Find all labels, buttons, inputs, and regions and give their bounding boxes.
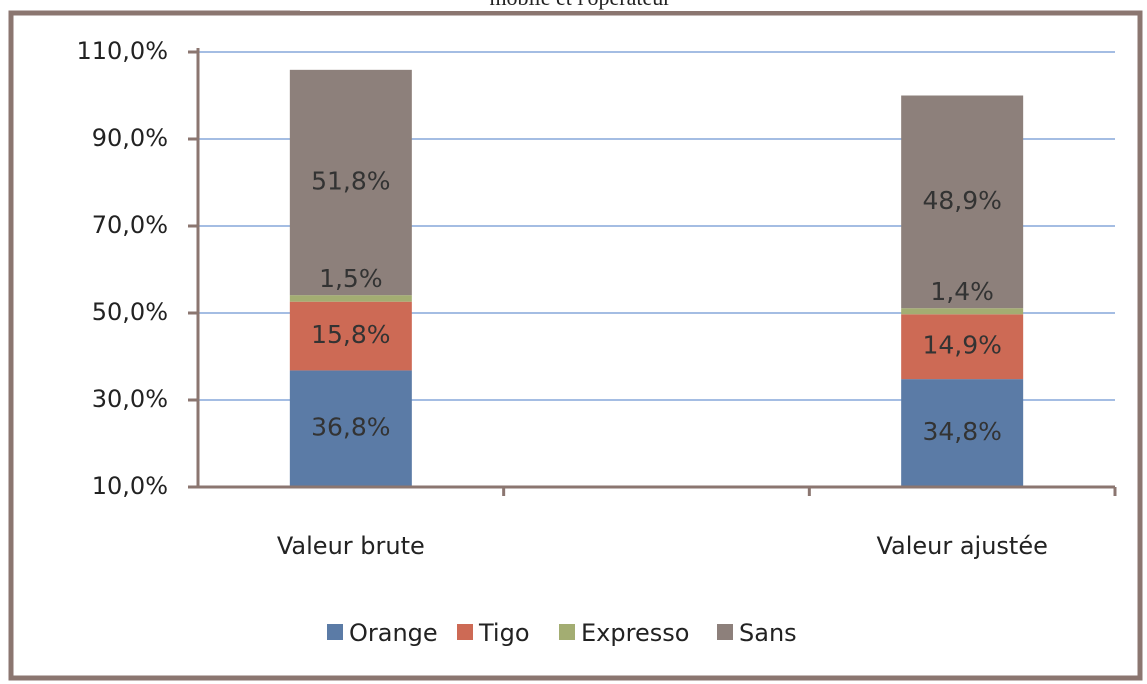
y-tick-label: 50,0% [92, 298, 168, 326]
legend-swatch [327, 624, 343, 640]
legend-swatch [717, 624, 733, 640]
legend-label: Sans [739, 619, 797, 647]
y-tick-label: 10,0% [92, 472, 168, 500]
data-label: 51,8% [311, 167, 390, 196]
bar-segment [901, 314, 1024, 380]
chart-frame [8, 10, 1143, 681]
bar-segment [901, 379, 1024, 487]
y-tick-label: 70,0% [92, 211, 168, 239]
data-label: 48,9% [922, 186, 1001, 215]
y-tick-label: 30,0% [92, 385, 168, 413]
bar-segment [289, 295, 412, 302]
data-label: 15,8% [311, 320, 390, 349]
x-tick-label: Valeur ajustée [876, 532, 1047, 560]
data-label: 36,8% [311, 413, 390, 442]
data-label: 1,5% [319, 264, 383, 293]
x-tick-label: Valeur brute [277, 532, 425, 560]
chart-title: mobile et l'opérateur [489, 0, 671, 10]
bar-segment [901, 308, 1024, 315]
bars [289, 69, 1024, 487]
legend-label: Expresso [581, 619, 689, 647]
legend-label: Orange [349, 619, 438, 647]
data-label: 1,4% [930, 277, 994, 306]
legend-swatch [457, 624, 473, 640]
legend-swatch [559, 624, 575, 640]
bar-segment [901, 95, 1024, 309]
bar-segment [289, 301, 412, 371]
y-tick-label: 90,0% [92, 124, 168, 152]
data-label: 34,8% [922, 417, 1001, 446]
data-label: 14,9% [922, 331, 1001, 360]
bar-segment [289, 69, 412, 296]
bar-segment [289, 370, 412, 487]
title-background [300, 0, 860, 11]
legend-label: Tigo [478, 619, 530, 647]
y-tick-label: 110,0% [76, 37, 168, 65]
